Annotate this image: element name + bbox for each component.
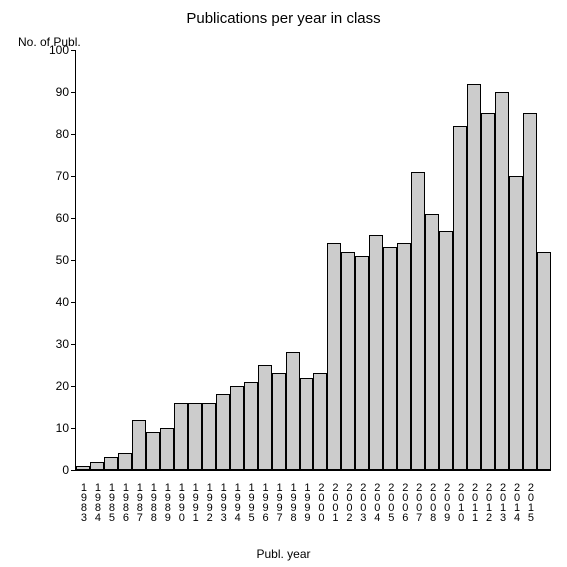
bar bbox=[467, 84, 481, 470]
bar bbox=[202, 403, 216, 470]
x-tick-label: 2014 bbox=[508, 474, 522, 529]
plot-area bbox=[75, 50, 551, 471]
bar bbox=[300, 378, 314, 470]
x-tick-label: 1987 bbox=[131, 474, 145, 529]
x-tick-label: 2002 bbox=[340, 474, 354, 529]
x-tick-label: 1994 bbox=[229, 474, 243, 529]
bar bbox=[509, 176, 523, 470]
y-tick-label: 80 bbox=[39, 127, 69, 141]
x-tick-label: 2009 bbox=[438, 474, 452, 529]
y-tick-label: 0 bbox=[39, 463, 69, 477]
bar bbox=[355, 256, 369, 470]
bar bbox=[286, 352, 300, 470]
bar bbox=[481, 113, 495, 470]
x-tick-label: 2011 bbox=[466, 474, 480, 529]
bar bbox=[397, 243, 411, 470]
x-tick-label: 2004 bbox=[368, 474, 382, 529]
bar bbox=[174, 403, 188, 470]
bar bbox=[411, 172, 425, 470]
y-tick-label: 100 bbox=[39, 43, 69, 57]
bars-group bbox=[76, 50, 551, 470]
bar bbox=[118, 453, 132, 470]
chart-container: Publications per year in class No. of Pu… bbox=[0, 0, 567, 567]
x-tick-label: 2007 bbox=[410, 474, 424, 529]
bar bbox=[104, 457, 118, 470]
x-tick-label: 1989 bbox=[159, 474, 173, 529]
bar bbox=[327, 243, 341, 470]
bar bbox=[523, 113, 537, 470]
bar bbox=[383, 247, 397, 470]
x-tick-label: 1986 bbox=[117, 474, 131, 529]
x-tick-label: 1990 bbox=[173, 474, 187, 529]
bar bbox=[188, 403, 202, 470]
x-tick-label: 1996 bbox=[257, 474, 271, 529]
x-tick-label: 1991 bbox=[187, 474, 201, 529]
x-tick-label: 2013 bbox=[494, 474, 508, 529]
bar bbox=[495, 92, 509, 470]
x-tick-label: 1995 bbox=[243, 474, 257, 529]
x-tick-label: 1988 bbox=[145, 474, 159, 529]
x-tick-label: 2012 bbox=[480, 474, 494, 529]
x-tick-label: 1985 bbox=[103, 474, 117, 529]
bar bbox=[244, 382, 258, 470]
y-tick-label: 20 bbox=[39, 379, 69, 393]
y-tick-label: 30 bbox=[39, 337, 69, 351]
x-tick-label: 2000 bbox=[312, 474, 326, 529]
x-ticks-group: 1983198419851986198719881989199019911992… bbox=[75, 474, 550, 529]
x-tick-label: 2001 bbox=[326, 474, 340, 529]
bar bbox=[160, 428, 174, 470]
bar bbox=[272, 373, 286, 470]
bar bbox=[369, 235, 383, 470]
bar bbox=[258, 365, 272, 470]
x-tick-label: 1993 bbox=[215, 474, 229, 529]
y-tick-label: 40 bbox=[39, 295, 69, 309]
bar bbox=[453, 126, 467, 470]
bar bbox=[90, 462, 104, 470]
x-tick-label: 2010 bbox=[452, 474, 466, 529]
bar bbox=[313, 373, 327, 470]
bar bbox=[537, 252, 551, 470]
x-tick-label: 1992 bbox=[201, 474, 215, 529]
bar bbox=[425, 214, 439, 470]
y-tick-label: 60 bbox=[39, 211, 69, 225]
x-tick-label: 1998 bbox=[285, 474, 299, 529]
bar bbox=[146, 432, 160, 470]
bar bbox=[341, 252, 355, 470]
y-tick-label: 10 bbox=[39, 421, 69, 435]
x-axis-label: Publ. year bbox=[0, 547, 567, 561]
chart-title: Publications per year in class bbox=[0, 10, 567, 27]
x-tick-label: 1999 bbox=[299, 474, 313, 529]
x-tick-label: 2008 bbox=[424, 474, 438, 529]
x-tick-label-empty bbox=[536, 474, 550, 529]
bar bbox=[439, 231, 453, 470]
x-tick-label: 1983 bbox=[75, 474, 89, 529]
x-tick-label: 2015 bbox=[522, 474, 536, 529]
bar bbox=[216, 394, 230, 470]
bar bbox=[76, 466, 90, 470]
x-tick-label: 2005 bbox=[382, 474, 396, 529]
bar bbox=[230, 386, 244, 470]
x-tick-label: 1997 bbox=[271, 474, 285, 529]
x-tick-label: 2003 bbox=[354, 474, 368, 529]
x-tick-label: 2006 bbox=[396, 474, 410, 529]
bar bbox=[132, 420, 146, 470]
y-tick-label: 70 bbox=[39, 169, 69, 183]
y-tick-label: 50 bbox=[39, 253, 69, 267]
y-tick-label: 90 bbox=[39, 85, 69, 99]
x-tick-label: 1984 bbox=[89, 474, 103, 529]
